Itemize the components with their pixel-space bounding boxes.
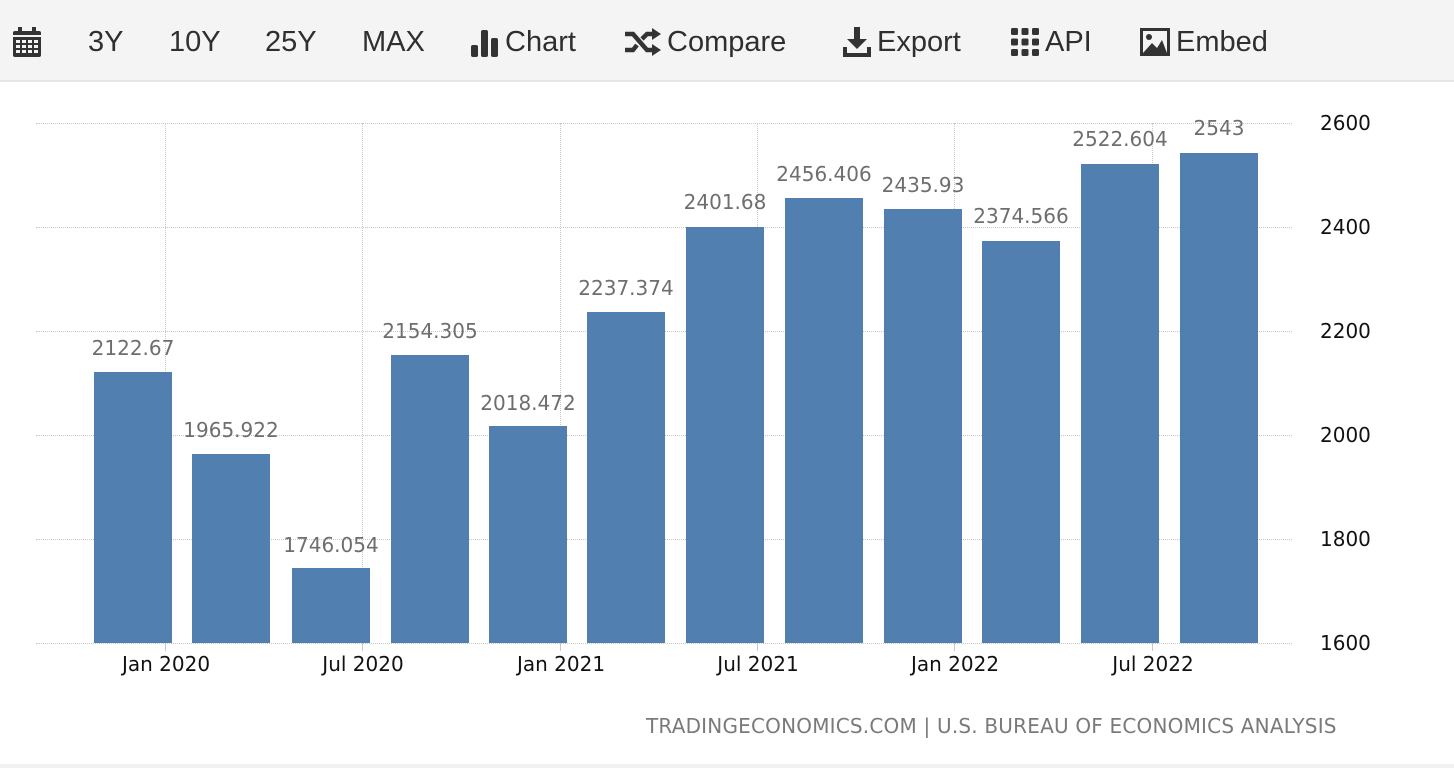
x-tick-mark [362, 643, 363, 651]
y-tick-label: 2400 [1320, 215, 1371, 239]
range-max-button[interactable]: MAX [362, 22, 425, 62]
chart-toolbar: 3Y 10Y 25Y MAX Chart Compare Export [0, 0, 1454, 82]
bar-value-label: 1965.922 [183, 418, 279, 442]
bar-chart: 2600 2400 2200 2000 1800 1600 2122.67 19… [0, 111, 1454, 768]
export-button[interactable]: Export [843, 22, 961, 62]
calendar-button[interactable] [13, 22, 41, 62]
bar-2021-q1[interactable] [587, 312, 665, 643]
x-tick-mark [954, 643, 955, 651]
bar-value-label: 2522.604 [1072, 127, 1168, 151]
bar-2020-q1[interactable] [192, 454, 270, 643]
embed-label: Embed [1176, 25, 1268, 58]
source-credit: TRADINGECONOMICS.COM | U.S. BUREAU OF EC… [646, 714, 1337, 738]
bar-2021-q3[interactable] [785, 198, 863, 643]
range-25y-button[interactable]: 25Y [265, 22, 317, 62]
x-tick-label: Jan 2021 [516, 652, 606, 676]
x-tick-mark [1152, 643, 1153, 651]
chart-type-label: Chart [505, 25, 576, 58]
bar-value-label: 2018.472 [480, 391, 576, 415]
bar-value-label: 2456.406 [776, 162, 872, 186]
range-3y-button[interactable]: 3Y [88, 22, 123, 62]
bar-2020-q3[interactable] [391, 355, 469, 643]
embed-button[interactable]: Embed [1140, 22, 1268, 62]
gridline-2600 [36, 123, 1292, 124]
bar-chart-icon [471, 30, 498, 57]
range-10y-button[interactable]: 10Y [169, 22, 221, 62]
bar-2021-q2[interactable] [686, 227, 764, 643]
bar-value-label: 2237.374 [578, 276, 674, 300]
x-tick-mark [757, 643, 758, 651]
vgridline [560, 123, 561, 643]
x-tick-label: Jul 2022 [1112, 652, 1194, 676]
y-tick-label: 2200 [1320, 319, 1371, 343]
bar-2021-q4[interactable] [884, 209, 962, 643]
bar-value-label: 2122.67 [91, 336, 175, 360]
bar-2019-q4[interactable] [94, 372, 172, 643]
vgridline [362, 123, 363, 643]
grid-icon [1011, 28, 1039, 56]
y-tick-label: 2600 [1320, 111, 1371, 135]
x-tick-label: Jul 2021 [717, 652, 799, 676]
range-10y-label: 10Y [169, 25, 221, 58]
x-tick-label: Jan 2022 [910, 652, 1000, 676]
gridline-2400 [36, 227, 1292, 228]
api-button[interactable]: API [1011, 22, 1092, 62]
bar-2022-q3[interactable] [1180, 153, 1258, 643]
export-label: Export [877, 25, 961, 58]
bar-2022-q2[interactable] [1081, 164, 1159, 643]
download-icon [843, 27, 871, 57]
bar-2020-q4[interactable] [489, 426, 567, 643]
bar-value-label: 2543 [1193, 116, 1245, 140]
bar-value-label: 2435.93 [881, 173, 965, 197]
compare-label: Compare [667, 25, 787, 58]
api-label: API [1045, 25, 1092, 58]
bar-value-label: 2374.566 [973, 204, 1069, 228]
footer-divider [0, 764, 1454, 768]
range-max-label: MAX [362, 25, 425, 58]
chart-type-button[interactable]: Chart [471, 22, 576, 62]
y-tick-label: 1800 [1320, 527, 1371, 551]
range-3y-label: 3Y [88, 25, 124, 58]
y-tick-label: 2000 [1320, 423, 1371, 447]
x-tick-mark [560, 643, 561, 651]
bar-2022-q1[interactable] [982, 241, 1060, 643]
x-tick-mark [165, 643, 166, 651]
image-icon [1140, 28, 1170, 56]
bar-value-label: 1746.054 [283, 533, 379, 557]
bar-value-label: 2154.305 [382, 319, 478, 343]
shuffle-icon [625, 28, 661, 56]
x-tick-label: Jul 2020 [322, 652, 404, 676]
range-25y-label: 25Y [265, 25, 317, 58]
x-tick-label: Jan 2020 [121, 652, 211, 676]
calendar-icon [13, 27, 41, 57]
gridline-1600 [36, 643, 1292, 644]
bar-value-label: 2401.68 [683, 190, 767, 214]
y-tick-label: 1600 [1320, 631, 1371, 655]
bar-2020-q2[interactable] [292, 568, 370, 643]
compare-button[interactable]: Compare [625, 22, 786, 62]
